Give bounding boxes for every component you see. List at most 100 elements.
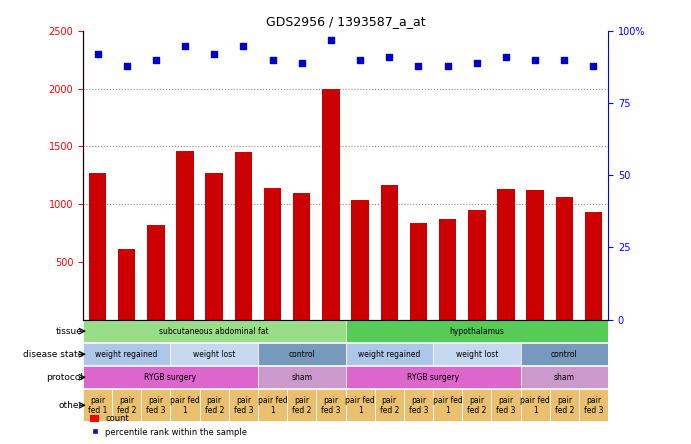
Text: other: other: [59, 401, 83, 410]
Point: [471, 59, 482, 66]
Legend: count, percentile rank within the sample: count, percentile rank within the sample: [87, 411, 251, 440]
FancyBboxPatch shape: [520, 389, 550, 421]
FancyBboxPatch shape: [141, 389, 171, 421]
FancyBboxPatch shape: [491, 389, 520, 421]
Text: pair
fed 2: pair fed 2: [467, 396, 486, 415]
FancyBboxPatch shape: [258, 389, 287, 421]
Text: pair
fed 3: pair fed 3: [496, 396, 515, 415]
FancyBboxPatch shape: [258, 343, 346, 365]
FancyBboxPatch shape: [316, 389, 346, 421]
Point: [92, 51, 103, 58]
FancyBboxPatch shape: [462, 389, 491, 421]
Point: [296, 59, 307, 66]
Text: RYGB surgery: RYGB surgery: [144, 373, 196, 382]
Title: GDS2956 / 1393587_a_at: GDS2956 / 1393587_a_at: [265, 16, 426, 28]
Bar: [439, 219, 456, 320]
FancyBboxPatch shape: [346, 320, 608, 342]
Bar: [293, 193, 310, 320]
FancyBboxPatch shape: [200, 389, 229, 421]
Point: [121, 62, 132, 69]
FancyBboxPatch shape: [229, 389, 258, 421]
Text: weight lost: weight lost: [193, 350, 236, 359]
Text: pair
fed 3: pair fed 3: [234, 396, 253, 415]
Text: hypothalamus: hypothalamus: [449, 327, 504, 336]
Text: pair
fed 3: pair fed 3: [408, 396, 428, 415]
Point: [354, 56, 366, 63]
Text: disease state: disease state: [23, 350, 83, 359]
Text: pair
fed 2: pair fed 2: [205, 396, 224, 415]
Bar: [118, 249, 135, 320]
Bar: [88, 173, 106, 320]
Text: pair fed
1: pair fed 1: [170, 396, 200, 415]
Bar: [556, 197, 573, 320]
FancyBboxPatch shape: [404, 389, 433, 421]
FancyBboxPatch shape: [83, 320, 346, 342]
Point: [384, 53, 395, 60]
FancyBboxPatch shape: [171, 389, 200, 421]
FancyBboxPatch shape: [520, 366, 608, 388]
FancyBboxPatch shape: [83, 389, 112, 421]
Point: [238, 42, 249, 49]
Point: [267, 56, 278, 63]
Point: [529, 56, 540, 63]
Text: pair
fed 1: pair fed 1: [88, 396, 107, 415]
FancyBboxPatch shape: [287, 389, 316, 421]
Point: [325, 36, 337, 43]
Bar: [351, 199, 369, 320]
FancyBboxPatch shape: [258, 366, 346, 388]
Bar: [264, 188, 281, 320]
FancyBboxPatch shape: [375, 389, 404, 421]
Bar: [235, 152, 252, 320]
Point: [442, 62, 453, 69]
Text: pair
fed 3: pair fed 3: [584, 396, 603, 415]
Text: pair fed
1: pair fed 1: [520, 396, 550, 415]
Bar: [322, 89, 340, 320]
Bar: [498, 189, 515, 320]
Bar: [147, 225, 164, 320]
Text: pair
fed 3: pair fed 3: [146, 396, 166, 415]
Bar: [410, 222, 427, 320]
Point: [151, 56, 162, 63]
Text: pair
fed 2: pair fed 2: [292, 396, 312, 415]
FancyBboxPatch shape: [550, 389, 579, 421]
Text: protocol: protocol: [46, 373, 83, 382]
Text: control: control: [551, 350, 578, 359]
Bar: [205, 173, 223, 320]
Text: control: control: [288, 350, 315, 359]
FancyBboxPatch shape: [171, 343, 258, 365]
FancyBboxPatch shape: [579, 389, 608, 421]
Text: subcutaneous abdominal fat: subcutaneous abdominal fat: [160, 327, 269, 336]
Text: weight regained: weight regained: [358, 350, 420, 359]
Bar: [381, 185, 398, 320]
FancyBboxPatch shape: [433, 343, 520, 365]
Text: pair
fed 2: pair fed 2: [555, 396, 574, 415]
FancyBboxPatch shape: [433, 389, 462, 421]
Text: tissue: tissue: [56, 327, 83, 336]
Text: RYGB surgery: RYGB surgery: [407, 373, 459, 382]
Point: [588, 62, 599, 69]
FancyBboxPatch shape: [346, 366, 520, 388]
Point: [500, 53, 511, 60]
FancyBboxPatch shape: [112, 389, 141, 421]
Bar: [585, 212, 603, 320]
Text: pair
fed 3: pair fed 3: [321, 396, 341, 415]
Bar: [176, 151, 193, 320]
FancyBboxPatch shape: [346, 389, 375, 421]
Bar: [468, 210, 486, 320]
Text: pair fed
1: pair fed 1: [433, 396, 462, 415]
Point: [559, 56, 570, 63]
Text: pair fed
1: pair fed 1: [346, 396, 375, 415]
FancyBboxPatch shape: [83, 343, 171, 365]
Point: [209, 51, 220, 58]
Text: weight regained: weight regained: [95, 350, 158, 359]
Point: [413, 62, 424, 69]
Text: sham: sham: [553, 373, 575, 382]
Point: [180, 42, 191, 49]
Text: pair fed
1: pair fed 1: [258, 396, 287, 415]
Text: pair
fed 2: pair fed 2: [379, 396, 399, 415]
Text: weight lost: weight lost: [455, 350, 498, 359]
FancyBboxPatch shape: [346, 343, 433, 365]
Bar: [527, 190, 544, 320]
FancyBboxPatch shape: [83, 366, 258, 388]
Text: sham: sham: [291, 373, 312, 382]
